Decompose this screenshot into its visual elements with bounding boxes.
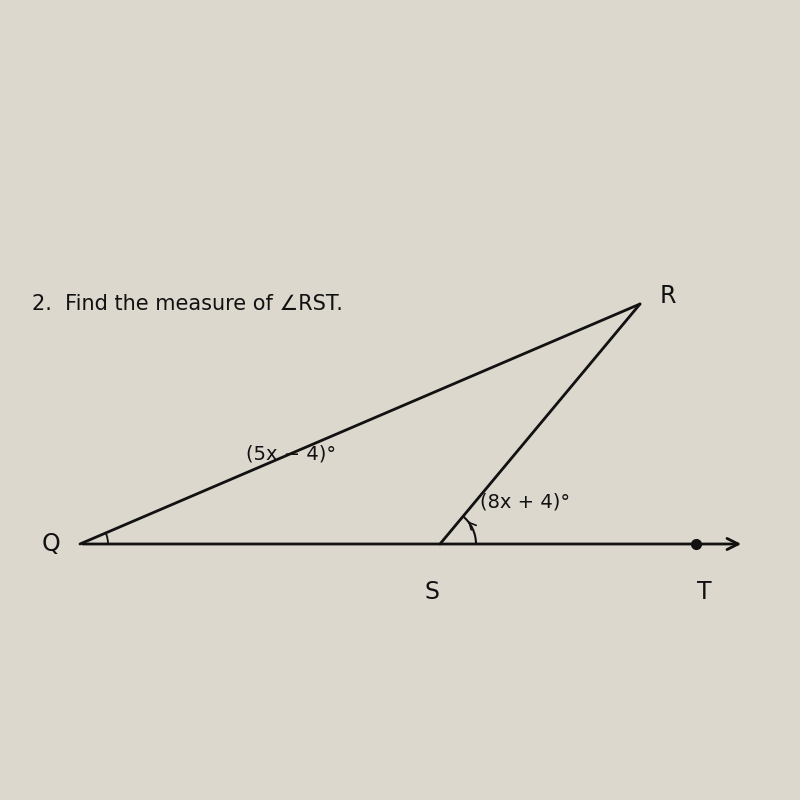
Text: S: S (425, 580, 439, 604)
Text: (8x + 4)°: (8x + 4)° (480, 493, 570, 512)
Text: R: R (660, 284, 677, 308)
Text: 2.  Find the measure of ∠RST.: 2. Find the measure of ∠RST. (32, 294, 343, 314)
Text: (5x − 4)°: (5x − 4)° (246, 445, 336, 464)
Text: Q: Q (42, 532, 60, 556)
Text: T: T (697, 580, 711, 604)
